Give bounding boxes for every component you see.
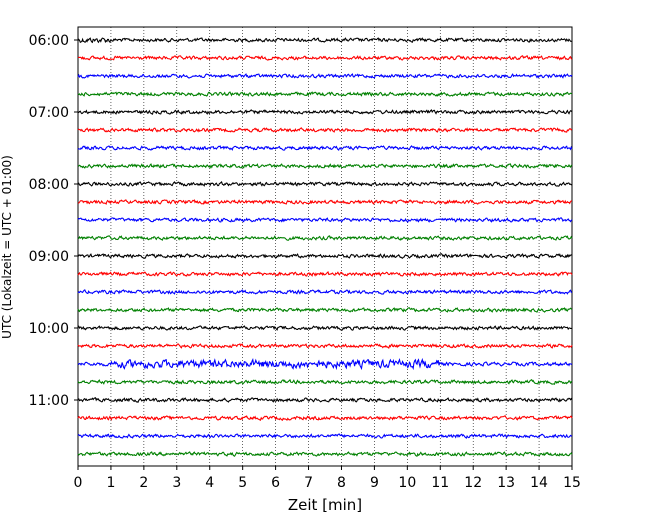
x-tick-label: 13 [497, 475, 515, 491]
plot-frame [77, 26, 573, 467]
trace-line [77, 145, 573, 151]
y-tick-label: 08:00 [29, 177, 69, 193]
trace-line [77, 397, 573, 403]
grid-lines [110, 27, 540, 466]
y-tick-label: 11:00 [29, 393, 69, 409]
y-axis-label: UTC (Lokalzeit = UTC + 01:00) [0, 155, 14, 339]
x-tick-label: 1 [106, 475, 115, 491]
trace-line [77, 73, 573, 79]
y-tick-label: 06:00 [29, 33, 69, 49]
trace-line [77, 163, 573, 169]
x-tick-label: 4 [205, 475, 214, 491]
x-tick-label: 0 [74, 475, 83, 491]
trace-line [77, 271, 573, 277]
x-tick-label: 15 [563, 475, 581, 491]
trace-line [77, 235, 573, 241]
trace-line [77, 127, 573, 133]
y-tick-label: 10:00 [29, 321, 69, 337]
trace-line [77, 379, 573, 385]
trace-line [77, 217, 573, 223]
x-tick-label: 8 [337, 475, 346, 491]
trace-line [77, 253, 573, 259]
x-tick-label: 5 [238, 475, 247, 491]
trace-line [77, 37, 573, 44]
x-tick-label: 7 [304, 475, 313, 491]
trace-line [77, 307, 573, 313]
y-tick-label: 07:00 [29, 105, 69, 121]
trace-line [77, 433, 573, 439]
trace-line [77, 451, 573, 457]
x-axis-label: Zeit [min] [288, 496, 362, 514]
trace-line [77, 180, 573, 187]
y-tick-label: 09:00 [29, 249, 69, 265]
x-tick-label: 14 [530, 475, 548, 491]
trace-line [77, 289, 573, 295]
y-axis-ticks: 06:00 07:00 08:00 09:00 10:00 11:00 [29, 33, 78, 409]
x-axis-ticks: 0 1 2 3 4 5 6 7 8 9 10 11 12 13 14 15 [74, 466, 581, 491]
traces [77, 37, 573, 457]
x-tick-label: 6 [271, 475, 280, 491]
x-tick-label: 2 [139, 475, 148, 491]
x-tick-label: 12 [464, 475, 482, 491]
x-tick-label: 11 [431, 475, 449, 491]
trace-line [77, 415, 573, 421]
trace-line [77, 55, 573, 61]
x-tick-label: 3 [172, 475, 181, 491]
trace-line [77, 325, 573, 331]
trace-line [77, 109, 573, 115]
trace-line [77, 343, 573, 349]
x-tick-label: 10 [398, 475, 416, 491]
trace-line [77, 357, 573, 371]
trace-line [77, 199, 573, 205]
trace-line [77, 91, 573, 97]
x-tick-label: 9 [370, 475, 379, 491]
